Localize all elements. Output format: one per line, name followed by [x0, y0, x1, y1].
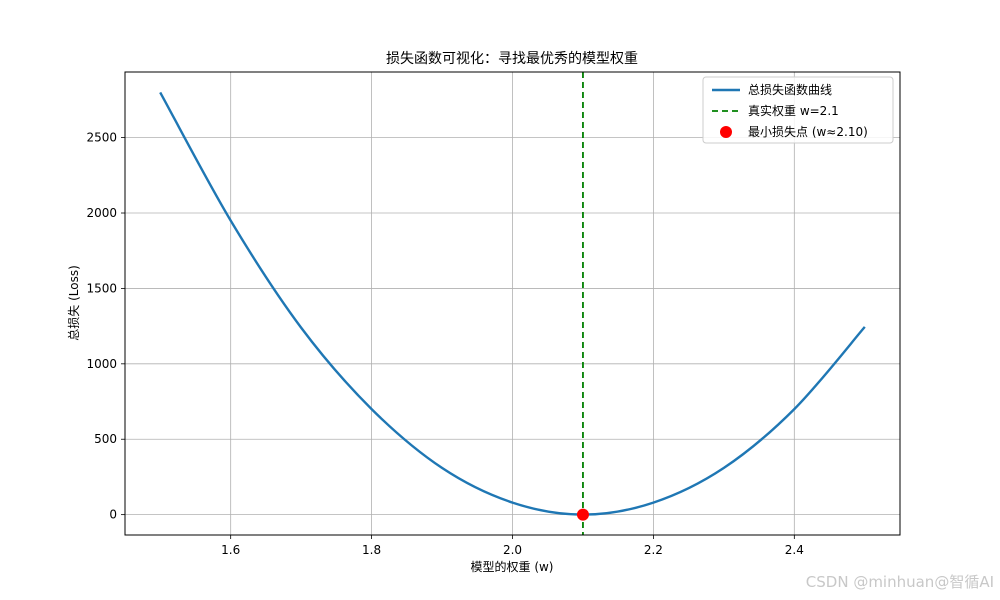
y-axis-label: 总损失 (Loss) [66, 265, 81, 341]
watermark: CSDN @minhuan@智循AI [805, 573, 994, 591]
legend-label-min-point: 最小损失点 (w≈2.10) [748, 124, 868, 139]
legend-frame [702, 76, 894, 144]
legend: 总损失函数曲线 真实权重 w=2.1 最小损失点 (w≈2.10) [702, 76, 894, 144]
loss-curve-line [159, 91, 866, 516]
x-tick-label: 2.0 [503, 543, 522, 557]
y-axis-ticks: 0 500 1000 1500 2000 2500 [86, 131, 125, 522]
y-tick-label: 2000 [86, 206, 117, 220]
x-tick-label: 2.2 [644, 543, 663, 557]
y-tick-label: 2500 [86, 131, 117, 145]
plot-content [159, 72, 866, 535]
x-axis-ticks: 1.6 1.8 2.0 2.2 2.4 [221, 535, 804, 557]
x-axis-label: 模型的权重 (w) [471, 559, 554, 574]
x-tick-label: 1.6 [221, 543, 240, 557]
y-tick-label: 1000 [86, 357, 117, 371]
legend-label-loss-curve: 总损失函数曲线 [748, 82, 832, 97]
x-tick-label: 1.8 [362, 543, 381, 557]
min-loss-point [576, 508, 589, 521]
x-tick-label: 2.4 [785, 543, 804, 557]
y-tick-label: 500 [94, 432, 117, 446]
y-tick-label: 0 [109, 508, 117, 522]
legend-label-true-weight: 真实权重 w=2.1 [748, 103, 839, 118]
legend-swatch-min-point [720, 126, 732, 138]
y-tick-label: 1500 [86, 281, 117, 295]
chart-title: 损失函数可视化：寻找最优秀的模型权重 [386, 51, 638, 67]
